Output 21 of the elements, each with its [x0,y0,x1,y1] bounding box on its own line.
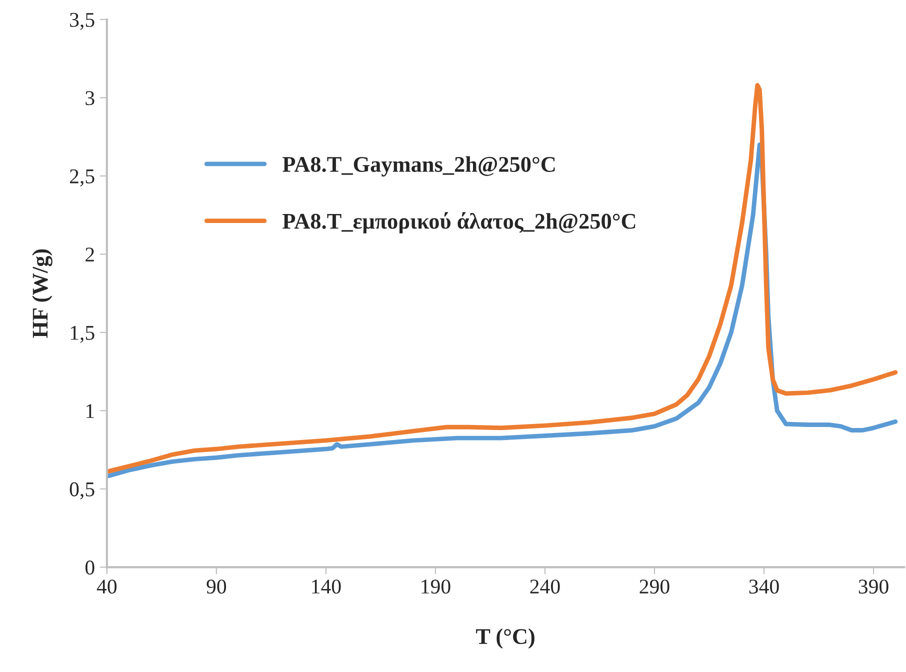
x-tick-label: 340 [749,580,779,594]
legend-label: PA8.T_εμπορικού άλατος_2h@250°C [282,212,636,234]
x-tick-label: 40 [96,580,117,594]
y-tick-label: 1 [86,404,94,418]
x-tick-label: 390 [858,580,888,594]
y-axis-title: HF (W/g) [32,249,52,338]
y-tick-label: 2 [86,248,94,262]
y-tick-label: 1,5 [70,326,94,343]
x-tick-label: 290 [640,580,670,594]
y-tick-label: 0 [85,560,94,575]
x-axis-title: T (°C) [476,628,534,649]
legend-label: PA8.T_Gaymans_2h@250°C [282,156,555,177]
y-tick-label: 0,5 [70,482,94,500]
line-series [106,82,898,474]
y-tick-label: 2,5 [70,169,94,186]
x-tick-label: 240 [530,580,560,594]
y-tick-label: 3 [86,91,94,106]
y-tick-label: 3,5 [70,12,94,30]
x-tick-label: 140 [312,580,341,594]
x-tick-label: 190 [422,580,450,594]
x-tick-label: 90 [206,580,226,594]
